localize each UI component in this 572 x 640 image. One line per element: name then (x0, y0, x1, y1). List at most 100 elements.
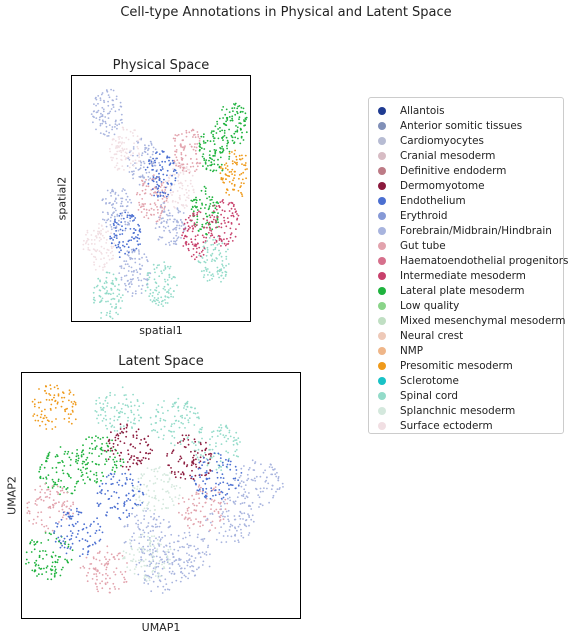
data-point (109, 507, 112, 509)
data-point (68, 456, 71, 459)
data-point (68, 393, 71, 395)
data-point (174, 487, 177, 490)
data-point (168, 588, 171, 591)
data-point (106, 545, 109, 548)
data-point (217, 202, 220, 205)
data-point (132, 220, 134, 222)
data-point (154, 495, 157, 497)
data-point (163, 211, 166, 213)
data-point (69, 391, 72, 394)
data-point (99, 447, 102, 450)
data-point (164, 588, 167, 591)
data-point (74, 403, 77, 406)
data-point (195, 206, 198, 209)
data-point (168, 521, 170, 523)
data-point (228, 181, 231, 183)
data-point (100, 492, 103, 495)
data-point (173, 422, 176, 425)
data-point (70, 517, 73, 520)
data-point (217, 234, 220, 237)
data-point (110, 425, 113, 428)
data-point (152, 146, 155, 149)
data-point (180, 567, 182, 570)
data-point (163, 400, 165, 402)
data-point (188, 544, 191, 547)
legend-item: Anterior somitic tissues (378, 118, 563, 133)
data-point (167, 214, 169, 217)
data-point (124, 483, 127, 485)
data-point (198, 551, 200, 554)
data-point (214, 489, 216, 492)
data-point (174, 559, 177, 562)
data-point (195, 251, 198, 254)
data-point (95, 117, 98, 119)
data-point (145, 452, 147, 454)
data-point (111, 439, 113, 442)
data-point (126, 223, 129, 226)
data-point (179, 165, 181, 167)
data-point (198, 210, 200, 213)
data-point (114, 218, 116, 221)
data-point (216, 266, 219, 269)
data-point (86, 540, 89, 543)
data-point (205, 233, 208, 235)
data-point (229, 435, 232, 438)
data-point (181, 222, 184, 224)
data-point (33, 548, 36, 551)
data-point (39, 476, 41, 479)
legend-item: Allantois (378, 103, 563, 118)
data-point (100, 563, 103, 565)
data-point (54, 570, 57, 572)
data-point (38, 406, 40, 409)
data-point (153, 545, 155, 547)
data-point (164, 192, 167, 195)
data-point (107, 213, 109, 216)
data-point (62, 472, 65, 475)
data-point (218, 430, 221, 433)
data-point (173, 430, 175, 433)
data-point (206, 268, 209, 270)
data-point (120, 105, 123, 108)
data-point (117, 437, 120, 440)
data-point (225, 174, 228, 176)
data-point (126, 216, 129, 219)
data-point (34, 564, 37, 567)
data-point (214, 248, 217, 251)
data-point (134, 290, 137, 292)
data-point (144, 148, 146, 150)
data-point (222, 477, 225, 479)
data-point (75, 455, 78, 458)
data-point (200, 251, 203, 253)
data-point (201, 538, 204, 541)
data-point (147, 539, 149, 541)
data-point (70, 534, 73, 537)
data-point (107, 449, 109, 452)
data-point (229, 523, 232, 526)
data-point (136, 236, 139, 239)
data-point (105, 130, 108, 133)
data-point (77, 454, 80, 457)
data-point (101, 106, 104, 109)
data-point (115, 222, 118, 224)
data-point (171, 159, 174, 162)
data-point (255, 487, 257, 490)
data-point (220, 426, 223, 429)
data-point (130, 455, 133, 457)
data-point (131, 507, 134, 510)
data-point (205, 470, 208, 472)
data-point (179, 476, 182, 479)
data-point (61, 516, 64, 519)
data-point (229, 499, 232, 502)
data-point (93, 255, 95, 258)
data-point (98, 265, 101, 268)
legend-item: Cardiomyocytes (378, 133, 563, 148)
data-point (109, 391, 112, 394)
data-point (145, 579, 148, 582)
data-point (175, 172, 178, 174)
data-point (135, 236, 137, 238)
data-point (212, 155, 215, 157)
data-point (112, 446, 115, 448)
data-point (146, 286, 149, 289)
data-point (99, 550, 101, 553)
data-point (202, 487, 204, 490)
